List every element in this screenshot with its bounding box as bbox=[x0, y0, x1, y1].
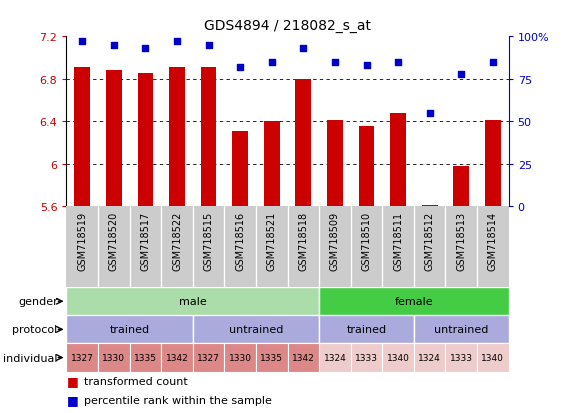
Point bbox=[425, 110, 434, 117]
Text: transformed count: transformed count bbox=[84, 376, 188, 386]
Text: 1327: 1327 bbox=[197, 353, 220, 362]
Bar bbox=[414, 344, 446, 372]
Text: 1335: 1335 bbox=[134, 353, 157, 362]
Bar bbox=[138, 74, 153, 207]
Point bbox=[236, 64, 245, 71]
Text: 1342: 1342 bbox=[166, 353, 188, 362]
Point bbox=[141, 46, 150, 52]
Bar bbox=[201, 68, 217, 207]
Text: GSM718513: GSM718513 bbox=[456, 211, 466, 270]
Text: 1340: 1340 bbox=[481, 353, 504, 362]
Bar bbox=[414, 316, 509, 344]
Text: protocol: protocol bbox=[12, 325, 58, 335]
Bar bbox=[256, 344, 288, 372]
Bar bbox=[422, 206, 438, 207]
Bar bbox=[66, 316, 193, 344]
Text: 1330: 1330 bbox=[229, 353, 251, 362]
Text: GSM718522: GSM718522 bbox=[172, 211, 182, 270]
Bar bbox=[319, 316, 414, 344]
Text: individual: individual bbox=[3, 353, 58, 363]
Text: GSM718516: GSM718516 bbox=[235, 211, 245, 270]
Bar bbox=[287, 344, 319, 372]
Text: gender: gender bbox=[18, 297, 58, 306]
Bar bbox=[358, 126, 375, 207]
Text: 1333: 1333 bbox=[450, 353, 473, 362]
Text: GSM718514: GSM718514 bbox=[488, 211, 498, 270]
Text: 1327: 1327 bbox=[71, 353, 94, 362]
Bar bbox=[327, 121, 343, 207]
Text: ■: ■ bbox=[66, 393, 78, 406]
Text: GSM718515: GSM718515 bbox=[203, 211, 214, 270]
Bar bbox=[129, 344, 161, 372]
Text: 1342: 1342 bbox=[292, 353, 315, 362]
Point bbox=[299, 46, 308, 52]
Bar bbox=[106, 71, 122, 207]
Text: GSM718517: GSM718517 bbox=[140, 211, 150, 270]
Text: percentile rank within the sample: percentile rank within the sample bbox=[84, 394, 272, 405]
Text: GSM718519: GSM718519 bbox=[77, 211, 87, 270]
Text: GSM718520: GSM718520 bbox=[109, 211, 119, 270]
Text: 1333: 1333 bbox=[355, 353, 378, 362]
Text: 1330: 1330 bbox=[102, 353, 125, 362]
Bar bbox=[351, 344, 382, 372]
Point bbox=[267, 59, 276, 66]
Bar bbox=[232, 132, 248, 207]
Bar bbox=[319, 287, 509, 316]
Text: 1324: 1324 bbox=[418, 353, 441, 362]
Point bbox=[204, 43, 213, 49]
Text: GSM718510: GSM718510 bbox=[361, 211, 372, 270]
Bar bbox=[390, 114, 406, 207]
Text: untrained: untrained bbox=[229, 325, 283, 335]
Text: ■: ■ bbox=[66, 375, 78, 387]
Bar bbox=[295, 80, 311, 207]
Text: trained: trained bbox=[346, 325, 387, 335]
Point bbox=[77, 39, 87, 45]
Text: trained: trained bbox=[110, 325, 150, 335]
Text: female: female bbox=[395, 297, 433, 306]
Title: GDS4894 / 218082_s_at: GDS4894 / 218082_s_at bbox=[204, 19, 371, 33]
Text: male: male bbox=[179, 297, 207, 306]
Text: 1335: 1335 bbox=[260, 353, 283, 362]
Bar bbox=[193, 344, 224, 372]
Bar bbox=[319, 344, 351, 372]
Bar bbox=[66, 287, 319, 316]
Point bbox=[362, 63, 371, 69]
Point bbox=[394, 59, 403, 66]
Bar bbox=[477, 344, 509, 372]
Bar bbox=[169, 68, 185, 207]
Point bbox=[109, 43, 118, 49]
Text: GSM718509: GSM718509 bbox=[330, 211, 340, 270]
Bar bbox=[382, 344, 414, 372]
Bar bbox=[193, 316, 319, 344]
Bar bbox=[224, 344, 256, 372]
Bar bbox=[66, 344, 98, 372]
Text: GSM718518: GSM718518 bbox=[298, 211, 308, 270]
Bar bbox=[446, 344, 477, 372]
Bar bbox=[161, 344, 193, 372]
Text: GSM718512: GSM718512 bbox=[425, 211, 435, 270]
Point bbox=[488, 59, 498, 66]
Bar bbox=[75, 68, 90, 207]
Point bbox=[172, 39, 181, 45]
Text: GSM718521: GSM718521 bbox=[267, 211, 277, 270]
Point bbox=[457, 71, 466, 78]
Text: untrained: untrained bbox=[434, 325, 488, 335]
Bar bbox=[485, 121, 501, 207]
Bar bbox=[453, 166, 469, 207]
Text: GSM718511: GSM718511 bbox=[393, 211, 403, 270]
Bar bbox=[264, 122, 280, 207]
Point bbox=[330, 59, 339, 66]
Text: 1340: 1340 bbox=[387, 353, 410, 362]
Text: 1324: 1324 bbox=[324, 353, 346, 362]
Bar bbox=[98, 344, 129, 372]
